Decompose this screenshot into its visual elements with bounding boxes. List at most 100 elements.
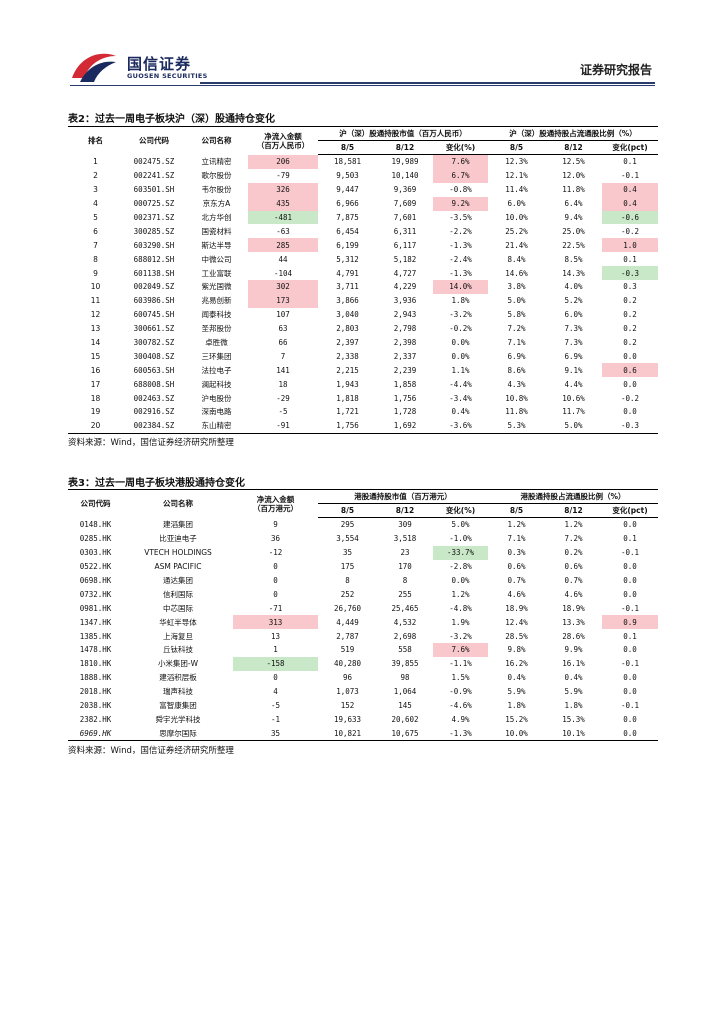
cell-mv-date2: 20,602 — [391, 714, 419, 724]
cell-mv-date2: 2,398 — [393, 338, 417, 348]
cell-code: 0303.HK — [79, 548, 112, 558]
cell-mv-change: -3.5% — [449, 213, 472, 222]
cell-rank: 11 — [90, 296, 101, 306]
cell-mv-date2: 255 — [398, 589, 412, 599]
cell-ratio-date1: 7.1% — [507, 534, 526, 544]
table-row: 0732.HK 信利国际 0 252 255 1.2% 4.6% 4.6% 0.0 — [68, 587, 658, 601]
cell-ratio-change: 1.0 — [602, 238, 659, 253]
cell-ratio-change: 0.0 — [623, 589, 637, 599]
cell-mv-date2: 1,756 — [393, 393, 417, 403]
table2-stock-connect-holdings: 排名 公司代码 公司名称 净流入金额 （百万人民币） 沪（深）股通持股市值（百万… — [68, 126, 659, 434]
table-row: 1 002475.SZ 立讯精密 206 18,581 19,989 7.6% 12.3% 12… — [68, 154, 658, 169]
cell-rank: 14 — [90, 338, 101, 348]
cell-code: 0981.HK — [79, 603, 112, 613]
cell-netflow: 0 — [273, 576, 278, 585]
cell-mv-date1: 1,073 — [336, 687, 359, 697]
cell-mv-change: -33.7% — [433, 545, 488, 560]
cell-ratio-date2: 0.2% — [564, 548, 583, 558]
cell-mv-date2: 4,532 — [393, 617, 417, 627]
cell-mv-change: 5.0% — [451, 520, 470, 530]
cell-name: 丘钛科技 — [163, 645, 193, 655]
cell-ratio-date2: 6.9% — [564, 351, 583, 361]
cell-ratio-date2: 10.6% — [562, 393, 585, 403]
cell-name: 韦尔股份 — [201, 185, 232, 195]
cell-mv-change: -4.8% — [449, 603, 472, 613]
cell-rank: 6 — [93, 226, 98, 236]
cell-mv-change: 1.9% — [451, 617, 470, 627]
cell-ratio-change: 0.0 — [623, 407, 637, 417]
cell-code: 002371.SZ — [133, 213, 175, 222]
cell-ratio-change: -0.3 — [602, 266, 659, 281]
cell-name: 通达集团 — [163, 576, 193, 585]
cell-ratio-date2: 7.3% — [564, 338, 583, 348]
cell-ratio-date1: 28.5% — [505, 631, 528, 641]
table-row: 2018.HK 瑞声科技 4 1,073 1,064 -0.9% 5.9% 5.9% 0.0 — [68, 685, 658, 699]
cell-netflow: 206 — [248, 154, 318, 169]
table-row: 0522.HK ASM PACIFIC 0 175 170 -2.8% 0.6% 0.6% 0.… — [68, 560, 658, 574]
cell-mv-date2: 2,239 — [393, 365, 417, 375]
cell-code: 002916.SZ — [133, 407, 175, 417]
cell-ratio-date1: 5.9% — [507, 687, 526, 697]
cell-ratio-date1: 8.4% — [507, 254, 526, 264]
cell-name: 上海复旦 — [163, 631, 193, 641]
cell-ratio-date2: 0.4% — [564, 673, 583, 683]
cell-mv-change: -0.8% — [449, 185, 472, 195]
cell-mv-change: 1.5% — [451, 673, 470, 683]
cell-ratio-date2: 4.4% — [564, 379, 583, 389]
header-ratio-date2: 8/12 — [545, 503, 602, 518]
cell-ratio-date1: 21.4% — [505, 240, 528, 250]
cell-ratio-date2: 28.6% — [562, 631, 585, 641]
cell-ratio-date1: 4.3% — [507, 379, 526, 389]
header-holding-ratio-group: 港股通持股占流通股比例（%） — [488, 489, 659, 504]
cell-ratio-date1: 0.6% — [507, 562, 526, 572]
cell-mv-date2: 19,989 — [391, 157, 419, 167]
cell-ratio-date2: 12.0% — [562, 171, 585, 181]
cell-netflow: 44 — [278, 254, 288, 264]
cell-ratio-change: 0.9 — [602, 615, 659, 630]
cell-mv-date1: 6,966 — [336, 199, 359, 209]
header-divider-thin — [70, 85, 655, 86]
table-row: 14 300782.SZ 卓胜微 66 2,397 2,398 0.0% 7.1% 7.3% 0.… — [68, 336, 658, 350]
cell-ratio-date1: 4.6% — [507, 589, 526, 599]
cell-mv-date1: 3,554 — [336, 534, 359, 544]
cell-code: 600745.SH — [133, 310, 175, 320]
cell-name: 思摩尔国际 — [123, 726, 233, 742]
cell-ratio-date2: 4.0% — [564, 282, 583, 292]
cell-name: 工业富联 — [201, 268, 232, 278]
cell-ratio-date1: 10.8% — [505, 393, 528, 403]
cell-code: 002384.SZ — [123, 418, 185, 434]
cell-ratio-change: 0.0 — [623, 520, 637, 530]
cell-ratio-date2: 18.9% — [562, 603, 585, 613]
cell-name: 信利国际 — [163, 589, 193, 599]
cell-mv-change: -1.3% — [433, 726, 488, 742]
cell-mv-date1: 175 — [340, 562, 355, 572]
table-row: 16 600563.SH 法拉电子 141 2,215 2,239 1.1% 8.6% 9.1%… — [68, 363, 659, 378]
cell-ratio-date2: 0.6% — [564, 562, 583, 572]
header-mv-date1: 8/5 — [318, 503, 377, 518]
cell-mv-date2: 2,337 — [393, 351, 417, 361]
cell-mv-date2: 2,943 — [393, 310, 417, 320]
cell-mv-date2: 98 — [400, 673, 410, 683]
cell-rank: 16 — [90, 365, 101, 375]
cell-mv-date1: 5,312 — [336, 254, 359, 264]
cell-mv-date1: 19,633 — [333, 714, 362, 724]
cell-mv-change: -3.2% — [449, 310, 472, 320]
cell-mv-date2: 558 — [398, 645, 412, 655]
cell-rank: 1 — [93, 157, 98, 167]
cell-mv-change: -4.4% — [449, 379, 472, 389]
cell-mv-change: -1.3% — [449, 268, 472, 278]
cell-name: 紫光国微 — [201, 282, 232, 292]
cell-code: 002475.SZ — [133, 157, 175, 167]
cell-ratio-date1: 25.2% — [505, 226, 528, 236]
table2-source: 资料来源：Wind，国信证券经济研究所整理 — [68, 438, 234, 448]
cell-netflow: 63 — [278, 324, 288, 334]
cell-ratio-change: 0.2 — [623, 310, 637, 320]
table-row: 13 300661.SZ 圣邦股份 63 2,803 2,798 -0.2% 7.2% 7.3%… — [68, 322, 658, 336]
cell-code: 0732.HK — [79, 589, 112, 599]
cell-ratio-date1: 16.2% — [505, 659, 528, 669]
cell-mv-date1: 6,199 — [336, 240, 359, 250]
cell-ratio-date1: 5.8% — [507, 310, 526, 320]
cell-ratio-change: 0.2 — [623, 324, 637, 334]
cell-mv-date1: 10,821 — [318, 726, 377, 742]
cell-mv-date2: 1,692 — [377, 418, 433, 434]
